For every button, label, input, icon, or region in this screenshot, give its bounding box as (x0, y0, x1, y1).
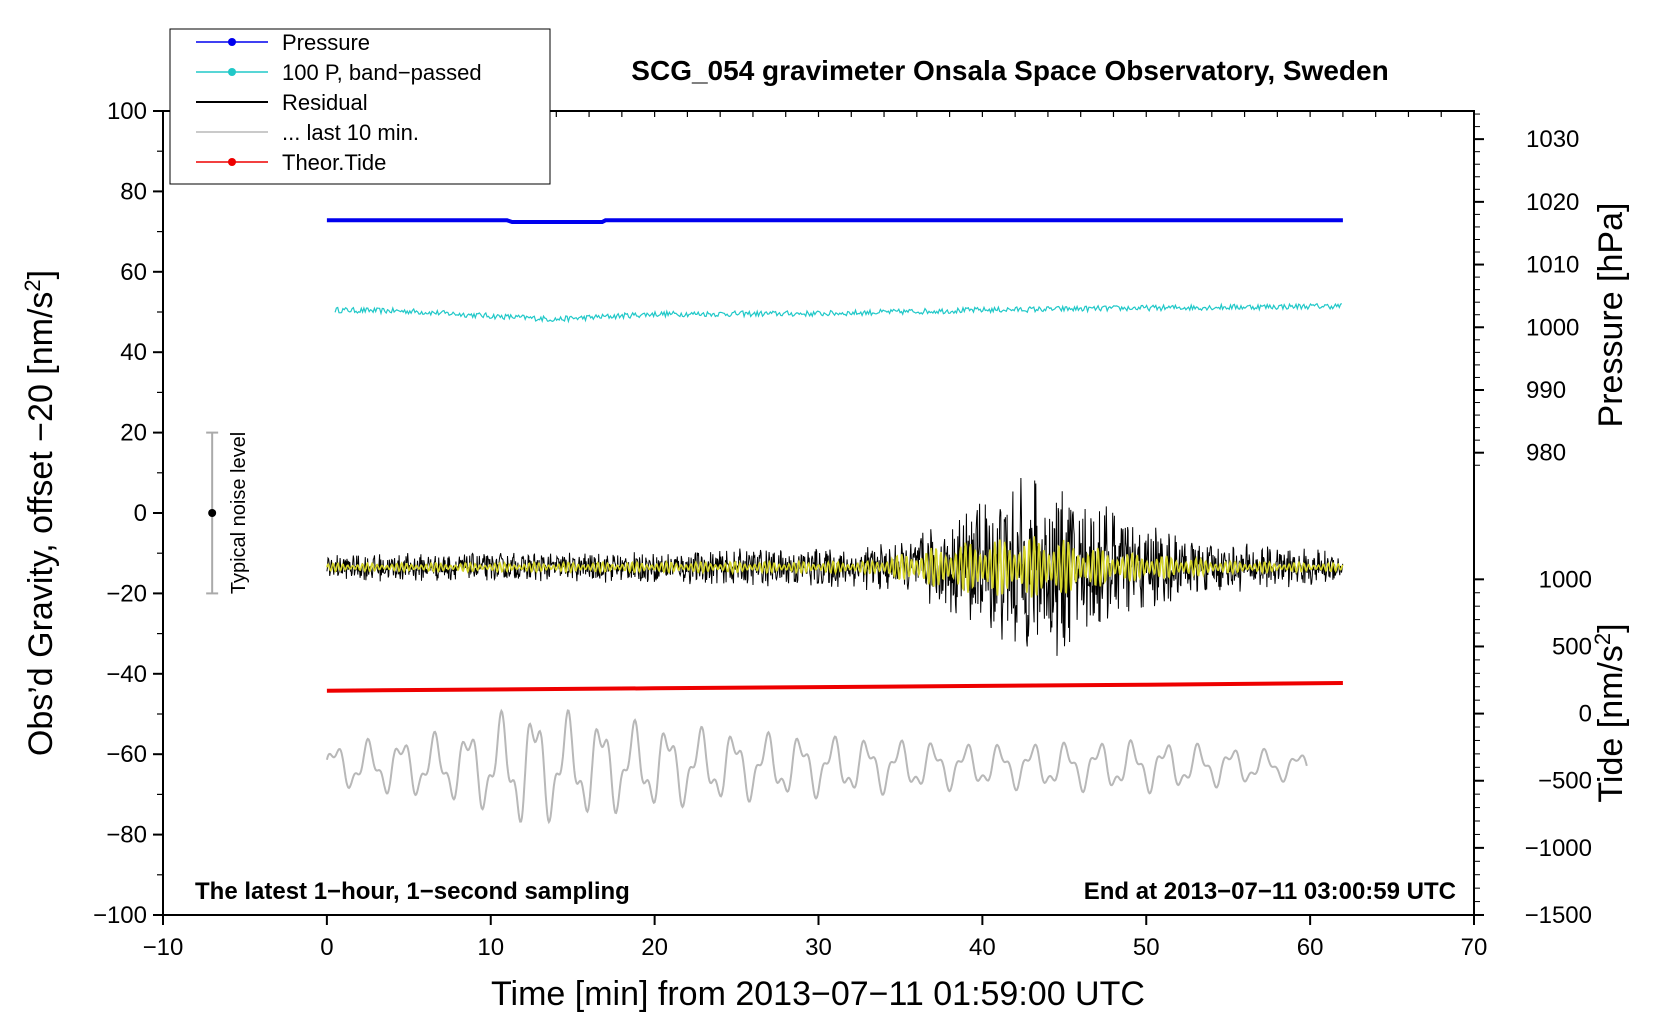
tide-axis-ticks: 1000 500 0 −500 −1000 −1500 (1474, 566, 1592, 929)
x-tick-label: 30 (805, 934, 832, 961)
series-layer (325, 218, 1344, 825)
y-tick-label: −80 (106, 822, 147, 849)
tide-tick-label: −1000 (1525, 835, 1592, 862)
legend-label: 100 P, band−passed (282, 60, 482, 85)
x-tick-label: 40 (969, 934, 996, 961)
tide-tick-label: −1500 (1525, 902, 1592, 929)
x-tick-label: 60 (1297, 934, 1324, 961)
x-tick-label: 10 (477, 934, 504, 961)
series-theoretical-tide-line (326, 681, 1343, 693)
x-axis-label: Time [min] from 2013−07−11 01:59:00 UTC (491, 975, 1145, 1013)
y-axis-label-left-sup: 2 (20, 279, 45, 291)
series-residual-smoothed-line (326, 536, 1344, 598)
y-axis-label-left-end: ] (22, 270, 60, 279)
x-tick-label: 0 (320, 934, 333, 961)
y-axis-label-tide-sup: 2 (1590, 633, 1615, 645)
chart-title: SCG_054 gravimeter Onsala Space Observat… (631, 55, 1388, 86)
legend-label: Theor.Tide (282, 150, 386, 175)
pressure-tick-label: 1020 (1526, 189, 1579, 216)
x-tick-label: 20 (641, 934, 668, 961)
legend-swatch-marker (228, 68, 236, 76)
series-pressure-bandpassed-line (334, 302, 1343, 324)
y-tick-label: 40 (120, 339, 147, 366)
legend-label: ... last 10 min. (282, 120, 419, 145)
y-tick-label: 100 (107, 98, 147, 125)
tide-tick-label: 0 (1579, 701, 1592, 728)
tide-tick-label: 1000 (1539, 566, 1592, 593)
pressure-tick-label: 1000 (1526, 314, 1579, 341)
y-tick-label: 80 (120, 178, 147, 205)
y-axis-ticks: 100 80 60 40 20 0 −20 −40 −60 −80 −100 (93, 98, 163, 929)
legend-label: Pressure (282, 30, 370, 55)
x-axis-ticks: −10 0 10 20 30 40 50 60 70 (143, 111, 1488, 961)
pressure-tick-label: 980 (1526, 440, 1566, 467)
y-tick-label: 60 (120, 259, 147, 286)
x-tick-label: 70 (1461, 934, 1488, 961)
series-pressure-line (326, 218, 1343, 224)
y-tick-label: −40 (106, 661, 147, 688)
series-residual-line (326, 477, 1344, 656)
noise-bar-label: Typical noise level (228, 432, 250, 594)
x-tick-label: 50 (1133, 934, 1160, 961)
y-tick-label: 20 (120, 420, 147, 447)
y-axis-label-left-main: Obs’d Gravity, offset −20 [nm/s (22, 292, 60, 757)
noise-level-indicator: Typical noise level (206, 431, 250, 595)
y-tick-label: 0 (134, 500, 147, 527)
legend-swatch-marker (228, 158, 236, 166)
y-axis-label-tide: Tide [nm/s2] (1590, 623, 1631, 802)
x-tick-label: −10 (143, 934, 184, 961)
tide-tick-label: 500 (1552, 633, 1592, 660)
y-tick-label: −100 (93, 902, 147, 929)
annotation-end-time: End at 2013−07−11 03:00:59 UTC (1084, 878, 1456, 905)
y-axis-label-tide-end: ] (1592, 623, 1630, 632)
annotation-sampling: The latest 1−hour, 1−second sampling (195, 878, 630, 905)
pressure-tick-label: 990 (1526, 377, 1566, 404)
legend-box (169, 28, 551, 185)
legend-swatch-marker (228, 38, 236, 46)
pressure-tick-label: 1030 (1526, 126, 1579, 153)
series-last-10-min-line (325, 708, 1308, 825)
legend: Pressure 100 P, band−passed Residual ... la… (169, 28, 551, 185)
pressure-tick-label: 1010 (1526, 252, 1579, 279)
pressure-axis-ticks: 1030 1020 1010 1000 990 980 (1474, 113, 1579, 467)
y-axis-label-pressure: Pressure [hPa] (1592, 203, 1630, 428)
y-axis-label-left: Obs’d Gravity, offset −20 [nm/s2] (20, 270, 61, 756)
noise-bar-center-dot (208, 509, 217, 517)
legend-label: Residual (282, 90, 368, 115)
y-axis-label-tide-main: Tide [nm/s (1592, 645, 1630, 802)
y-tick-label: −60 (106, 741, 147, 768)
tide-tick-label: −500 (1538, 768, 1592, 795)
y-tick-label: −20 (106, 580, 147, 607)
